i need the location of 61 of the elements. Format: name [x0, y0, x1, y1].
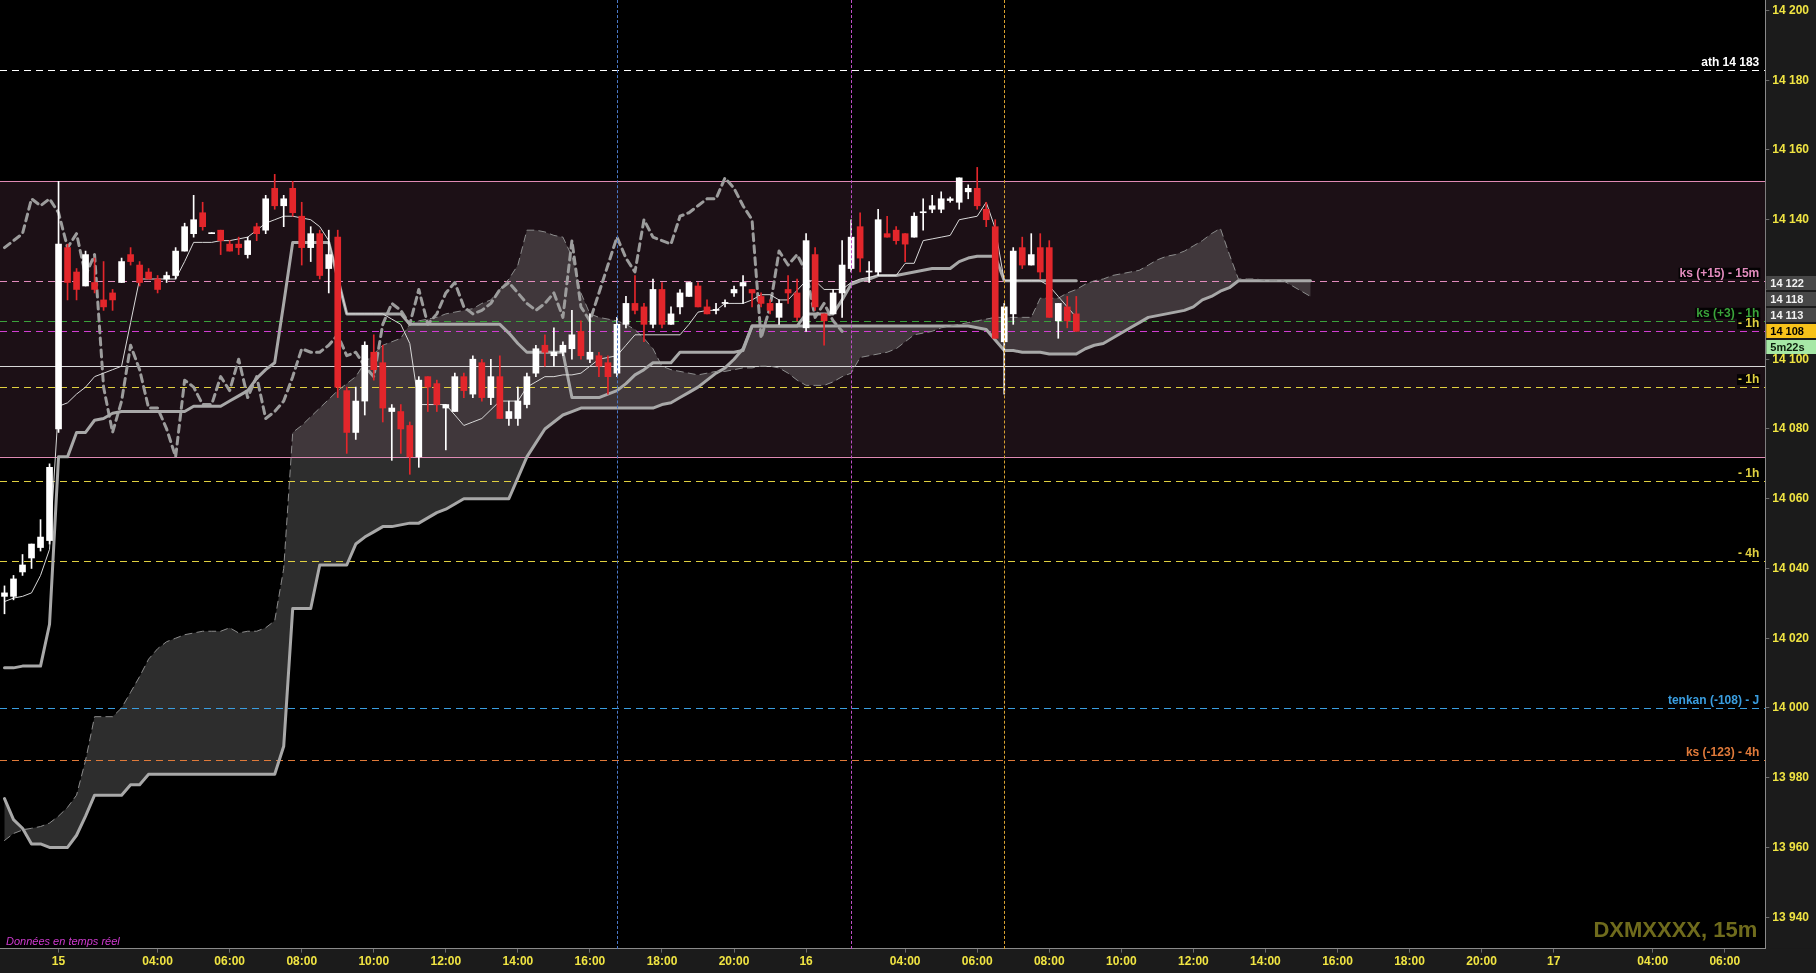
candlestick — [631, 275, 639, 315]
x-tick-label: 06:00 — [214, 954, 246, 969]
text: 5m22s — [1770, 340, 1805, 353]
y-tick-label: 14 160 — [1772, 142, 1810, 157]
ref-line-label: - 1h — [1737, 316, 1760, 331]
y-tick-label: 14 180 — [1772, 72, 1810, 87]
x-tick-label: 16:00 — [1322, 954, 1354, 969]
candlestick — [586, 313, 594, 364]
x-tick-label: 14:00 — [1250, 954, 1282, 969]
text: 14 113 — [1770, 308, 1804, 321]
annotation: Données en temps réel — [6, 934, 121, 947]
candlestick — [919, 198, 927, 231]
candlestick — [280, 194, 288, 228]
candlestick — [388, 404, 396, 461]
x-tick-label: 12:00 — [1178, 954, 1210, 969]
y-tick-label: 14 080 — [1772, 421, 1810, 436]
candlestick — [235, 236, 243, 255]
x-tick-label: 18:00 — [646, 954, 678, 969]
x-tick-label: 15 — [51, 954, 66, 969]
candlestick — [325, 229, 333, 294]
ref-line-label: ks (-123) - 4h — [1685, 745, 1760, 760]
ref-line-label: tenkan (-108) - J — [1667, 692, 1760, 707]
ref-line-label: - 4h — [1737, 546, 1760, 561]
x-tick-label: 17 — [1546, 954, 1561, 969]
y-tick-label: 14 200 — [1772, 2, 1810, 17]
y-tick-label: 14 100 — [1772, 351, 1810, 366]
text: 14 118 — [1770, 292, 1804, 305]
x-tick-label: 08:00 — [286, 954, 318, 969]
ref-line-label: ath 14 183 — [1701, 54, 1760, 69]
x-tick-label: 20:00 — [718, 954, 750, 969]
x-tick-label: 10:00 — [358, 954, 390, 969]
x-tick-label: 12:00 — [430, 954, 462, 969]
x-tick-label: 04:00 — [1637, 954, 1669, 969]
ref-line-label: - 1h — [1737, 372, 1760, 387]
text: 14 122 — [1770, 276, 1804, 289]
x-tick-label: 04:00 — [142, 954, 174, 969]
x-tick-label: 20:00 — [1466, 954, 1498, 969]
x-tick-label: 16:00 — [574, 954, 606, 969]
x-tick-label: 14:00 — [502, 954, 534, 969]
y-tick-label: 13 960 — [1772, 839, 1810, 854]
y-tick-label: 14 060 — [1772, 491, 1810, 506]
x-tick-label: 06:00 — [1709, 954, 1741, 969]
candlestick — [712, 303, 720, 315]
y-tick-label: 14 000 — [1772, 700, 1810, 715]
annotation: DXMXXXX, 15m — [1593, 916, 1758, 942]
x-tick-label: 04:00 — [889, 954, 921, 969]
y-tick-label: 13 940 — [1772, 909, 1810, 924]
y-tick-label: 14 040 — [1772, 560, 1810, 575]
candlestick — [541, 334, 549, 367]
y-tick-label: 14 140 — [1772, 212, 1810, 227]
y-tick-label: 14 020 — [1772, 630, 1810, 645]
x-tick-label: 10:00 — [1105, 954, 1137, 969]
x-tick-label: 06:00 — [961, 954, 993, 969]
x-tick-label: 08:00 — [1033, 954, 1065, 969]
text: 14 108 — [1770, 324, 1804, 337]
ref-line-label: ks (+15) - 15m — [1679, 265, 1760, 280]
x-tick-label: 18:00 — [1394, 954, 1426, 969]
x-tick-label: 16 — [799, 954, 814, 969]
ref-line-label: - 1h — [1737, 466, 1760, 481]
y-tick-label: 13 980 — [1772, 770, 1810, 785]
candlestick — [442, 404, 450, 451]
